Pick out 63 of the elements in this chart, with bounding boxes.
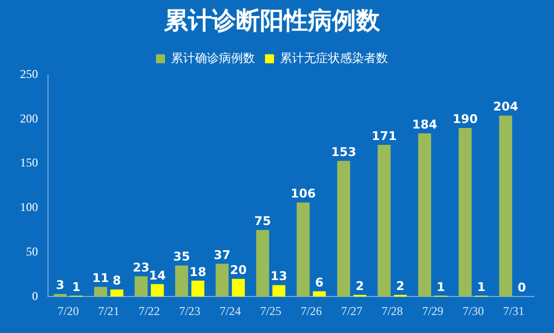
bar <box>337 160 350 297</box>
x-tick-label: 7/23 <box>179 304 200 318</box>
bar <box>216 264 229 297</box>
bar <box>232 278 245 297</box>
data-label: 1 <box>477 280 486 294</box>
bar <box>110 290 124 297</box>
data-label: 14 <box>149 268 166 282</box>
x-tick-label: 7/28 <box>382 304 403 318</box>
bar <box>272 285 286 297</box>
x-tick-label: 7/24 <box>220 304 241 318</box>
x-tick-label: 7/31 <box>503 304 524 318</box>
y-tick-label: 250 <box>20 66 38 81</box>
data-label: 1 <box>72 280 81 294</box>
bar <box>312 291 326 297</box>
data-label: 13 <box>270 269 288 284</box>
data-label: 184 <box>412 117 438 132</box>
x-tick-label: 7/27 <box>341 304 362 318</box>
data-label: 75 <box>254 214 271 228</box>
x-tick-label: 7/25 <box>260 304 282 318</box>
data-label: 2 <box>396 278 405 293</box>
y-tick-label: 200 <box>20 111 38 126</box>
data-label: 11 <box>92 270 109 285</box>
legend-label: 累计确诊病例数 <box>171 50 255 65</box>
bar <box>458 128 472 297</box>
data-label: 2 <box>356 278 364 293</box>
data-label: 6 <box>315 275 324 290</box>
data-label: 1 <box>436 280 446 294</box>
bar <box>378 144 391 297</box>
data-label: 204 <box>493 100 518 114</box>
x-tick-label: 7/21 <box>98 304 120 318</box>
bar <box>191 280 204 297</box>
data-label: 106 <box>290 186 316 201</box>
data-label: 3 <box>56 278 64 292</box>
x-tick-label: 7/22 <box>138 304 160 318</box>
x-tick-label: 7/20 <box>58 304 79 318</box>
x-tick-label: 7/29 <box>422 304 444 318</box>
data-label: 190 <box>452 112 478 126</box>
bar <box>54 294 67 297</box>
data-label: 8 <box>112 274 122 288</box>
data-label: 0 <box>518 280 526 295</box>
data-label: 153 <box>331 144 356 159</box>
bar <box>134 276 148 297</box>
data-label: 37 <box>214 248 230 262</box>
bar <box>150 284 164 297</box>
x-tick-label: 7/26 <box>300 304 322 318</box>
x-tick-label: 7/30 <box>462 304 484 318</box>
y-tick-label: 50 <box>26 244 38 258</box>
data-label: 23 <box>132 260 150 274</box>
bar <box>175 266 188 297</box>
data-label: 35 <box>173 250 190 264</box>
bar <box>499 116 512 297</box>
y-tick-label: 0 <box>32 288 38 303</box>
bar <box>94 286 108 297</box>
legend-label: 累计无症状感染者数 <box>280 50 388 65</box>
bar <box>296 202 310 297</box>
data-label: 171 <box>372 129 397 144</box>
chart-title: 累计诊断阳性病例数 <box>163 6 381 35</box>
data-label: 18 <box>190 264 206 279</box>
y-tick-label: 100 <box>20 200 38 214</box>
bar <box>418 133 432 297</box>
bar <box>256 230 270 297</box>
y-tick-label: 150 <box>20 156 38 170</box>
data-label: 20 <box>230 262 247 277</box>
